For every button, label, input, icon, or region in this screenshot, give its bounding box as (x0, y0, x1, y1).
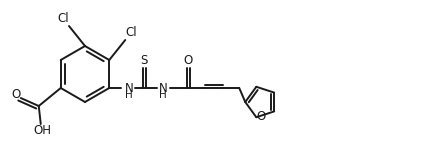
Text: OH: OH (34, 125, 52, 138)
Text: O: O (11, 87, 20, 100)
Text: H: H (125, 90, 133, 100)
Text: N: N (159, 81, 168, 95)
Text: Cl: Cl (57, 13, 69, 25)
Text: N: N (125, 81, 133, 95)
Text: H: H (160, 90, 167, 100)
Text: S: S (141, 54, 148, 68)
Text: O: O (257, 110, 266, 123)
Text: Cl: Cl (125, 27, 137, 40)
Text: O: O (184, 54, 193, 68)
